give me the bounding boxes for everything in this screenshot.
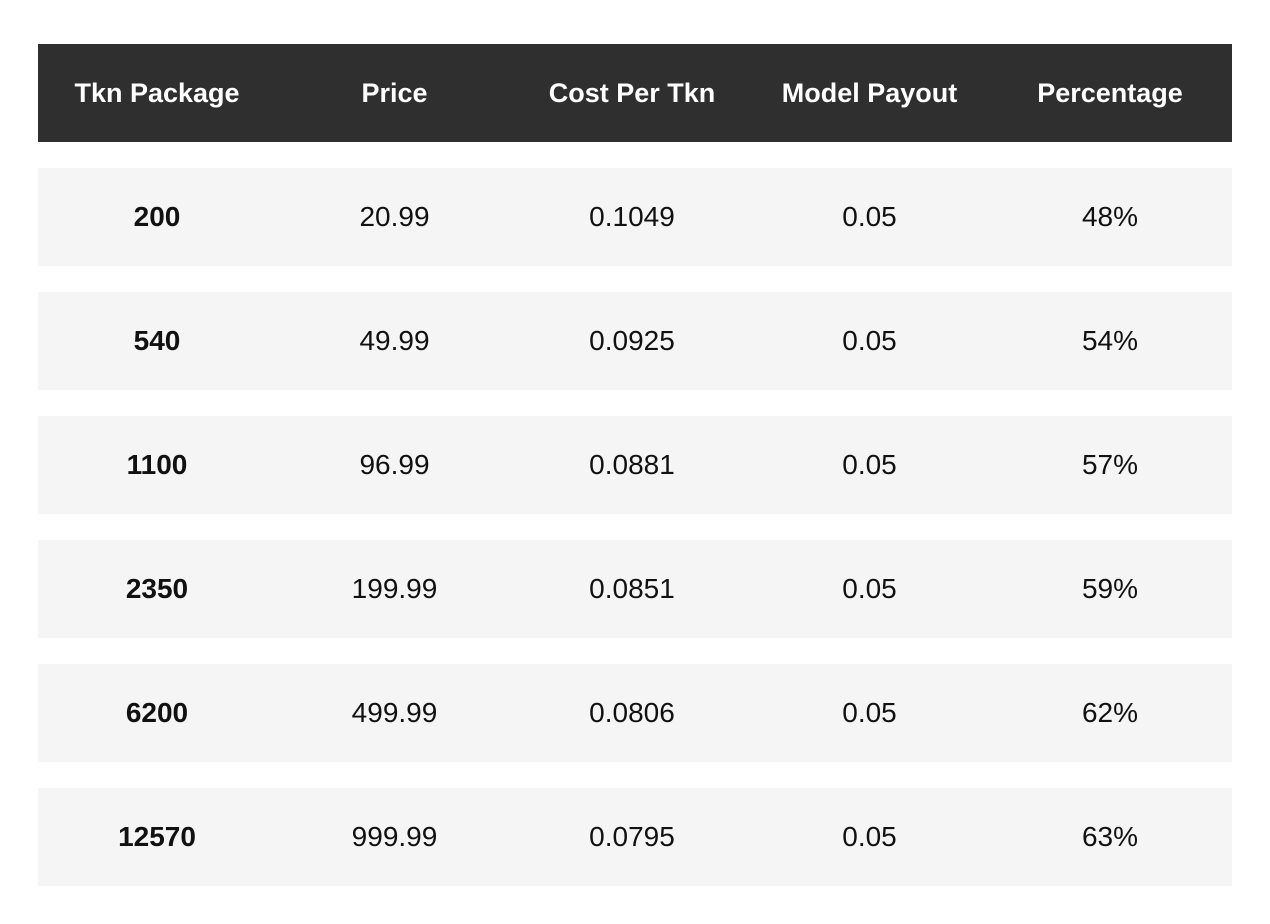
cell-cost-per-tkn: 0.0806	[589, 697, 675, 728]
cell-cost-per-tkn: 0.0851	[589, 573, 675, 604]
table-row: 12570 999.99 0.0795 0.05 63%	[38, 788, 1232, 886]
cell-model-payout: 0.05	[842, 449, 897, 480]
cell-percentage: 63%	[1081, 821, 1139, 852]
cell-tkn-package: 6200	[125, 697, 189, 728]
cell-tkn-package: 540	[133, 325, 181, 356]
cell-model-payout: 0.05	[842, 697, 897, 728]
table-row: 540 49.99 0.0925 0.05 54%	[38, 292, 1232, 390]
cell-model-payout: 0.05	[842, 325, 897, 356]
cell-cost-per-tkn: 0.0881	[589, 449, 675, 480]
cell-tkn-package: 200	[133, 201, 181, 232]
cell-tkn-package: 1100	[126, 449, 188, 480]
table-row: 1100 96.99 0.0881 0.05 57%	[38, 416, 1232, 514]
cell-cost-per-tkn: 0.0795	[589, 821, 675, 852]
cell-model-payout: 0.05	[842, 201, 897, 232]
cell-price: 96.99	[359, 449, 430, 480]
cell-price: 20.99	[359, 201, 430, 232]
table-row: 6200 499.99 0.0806 0.05 62%	[38, 664, 1232, 762]
table-row: 2350 199.99 0.0851 0.05 59%	[38, 540, 1232, 638]
cell-price: 999.99	[351, 821, 438, 852]
table-row: 200 20.99 0.1049 0.05 48%	[38, 168, 1232, 266]
cell-price: 49.99	[359, 325, 430, 356]
cell-model-payout: 0.05	[842, 573, 897, 604]
cell-percentage: 59%	[1081, 573, 1139, 604]
header-price: Price	[361, 77, 428, 108]
header-tkn-package: Tkn Package	[74, 77, 240, 108]
cell-model-payout: 0.05	[842, 821, 897, 852]
cell-percentage: 48%	[1081, 201, 1139, 232]
cell-tkn-package: 2350	[125, 573, 189, 604]
cell-cost-per-tkn: 0.1049	[589, 201, 675, 232]
cell-price: 499.99	[351, 697, 438, 728]
cell-percentage: 62%	[1081, 697, 1139, 728]
cell-percentage: 57%	[1081, 449, 1139, 480]
cell-tkn-package: 12570	[118, 821, 196, 852]
header-model-payout: Model Payout	[781, 77, 958, 108]
table-header-row: Tkn Package Price Cost Per Tkn Model Pay…	[38, 44, 1232, 142]
cell-price: 199.99	[351, 573, 438, 604]
cell-cost-per-tkn: 0.0925	[589, 325, 675, 356]
cell-percentage: 54%	[1081, 325, 1139, 356]
header-percentage: Percentage	[1037, 77, 1183, 108]
header-cost-per-tkn: Cost Per Tkn	[548, 77, 716, 108]
pricing-table: Tkn Package Price Cost Per Tkn Model Pay…	[38, 44, 1232, 886]
table-body: 200 20.99 0.1049 0.05 48% 540 49.99 0.09…	[38, 168, 1232, 886]
